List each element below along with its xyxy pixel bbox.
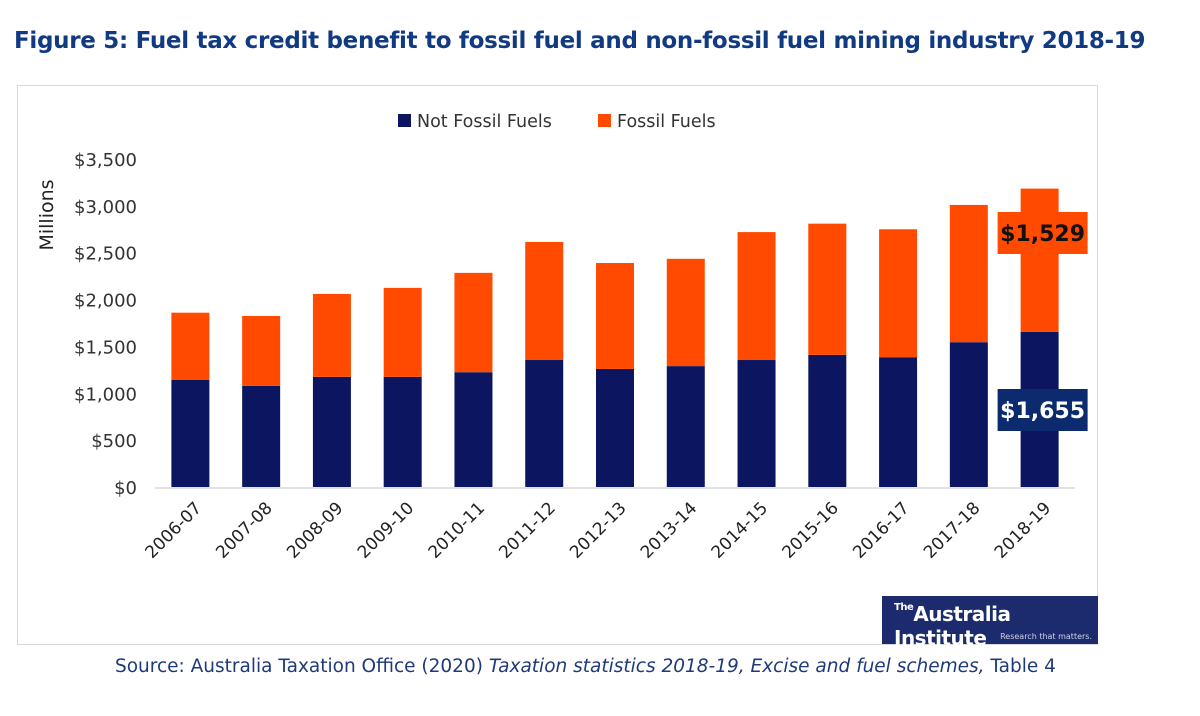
figure-title: Figure 5: Fuel tax credit benefit to fos… <box>14 28 1146 54</box>
y-tick-label: $3,500 <box>74 150 137 171</box>
australia-institute-logo: TheAustralia Institute Research that mat… <box>882 596 1098 650</box>
x-tick-label: 2013-14 <box>637 498 701 562</box>
chart-frame <box>17 85 1098 645</box>
source-suffix: Table 4 <box>984 656 1056 677</box>
data-label: $1,529 <box>1000 222 1085 247</box>
bar-not-fossil-2007-08 <box>242 385 281 487</box>
source-prefix: Source: Australia Taxation Office (2020) <box>115 656 489 677</box>
logo-name: Australia Institute <box>894 602 1011 650</box>
logo-tagline: Research that matters. <box>1000 632 1092 641</box>
source-title: Taxation statistics 2018-19, Excise and … <box>488 656 985 677</box>
legend-swatch <box>598 114 611 127</box>
x-tick-label: 2016-17 <box>849 498 913 562</box>
bar-not-fossil-2017-18 <box>949 342 988 487</box>
y-tick-label: $500 <box>91 431 137 452</box>
x-tick-label: 2017-18 <box>920 498 984 562</box>
x-tick-label: 2014-15 <box>708 498 772 562</box>
logo-the: The <box>894 602 914 613</box>
bar-not-fossil-2014-15 <box>737 360 776 487</box>
bar-fossil-2017-18 <box>949 204 988 343</box>
data-label: $1,655 <box>1000 399 1085 424</box>
bar-fossil-2014-15 <box>737 232 776 361</box>
legend-label: Not Fossil Fuels <box>417 112 552 132</box>
bar-fossil-2010-11 <box>454 272 493 373</box>
legend-label: Fossil Fuels <box>617 112 716 132</box>
x-tick-label: 2010-11 <box>425 498 489 562</box>
source-note: Source: Australia Taxation Office (2020)… <box>115 656 1056 677</box>
y-tick-label: $2,000 <box>74 291 137 312</box>
y-axis-label: Millions <box>36 179 58 250</box>
bar-fossil-2007-08 <box>242 315 281 386</box>
y-tick-label: $2,500 <box>74 244 137 265</box>
bar-fossil-2013-14 <box>666 258 705 367</box>
x-tick-label: 2011-12 <box>495 498 559 562</box>
y-tick-label: $0 <box>114 478 137 499</box>
bar-fossil-2008-09 <box>312 293 351 377</box>
bar-fossil-2018-19 <box>1020 188 1059 332</box>
x-tick-label: 2015-16 <box>778 498 842 562</box>
bar-fossil-2009-10 <box>383 287 422 377</box>
bar-not-fossil-2012-13 <box>596 368 634 487</box>
x-tick-label: 2012-13 <box>566 498 630 562</box>
bar-not-fossil-2008-09 <box>312 376 351 487</box>
bar-fossil-2012-13 <box>596 263 634 369</box>
bar-fossil-2015-16 <box>808 223 847 355</box>
y-tick-label: $1,000 <box>74 384 137 405</box>
x-tick-label: 2008-09 <box>283 498 347 562</box>
bar-fossil-2006-07 <box>171 312 210 380</box>
data-label-box <box>997 212 1088 254</box>
bar-fossil-2011-12 <box>525 241 564 361</box>
x-tick-label: 2009-10 <box>354 498 418 562</box>
y-tick-label: $1,500 <box>74 337 137 358</box>
bar-not-fossil-2010-11 <box>454 372 493 487</box>
bar-not-fossil-2011-12 <box>525 360 564 487</box>
x-tick-label: 2018-19 <box>991 498 1055 562</box>
bar-not-fossil-2016-17 <box>879 357 918 487</box>
x-tick-label: 2006-07 <box>142 498 206 562</box>
y-tick-label: $3,000 <box>74 197 137 218</box>
bar-fossil-2016-17 <box>879 229 918 358</box>
bar-not-fossil-2009-10 <box>383 376 422 487</box>
data-label-box <box>997 389 1088 431</box>
x-tick-label: 2007-08 <box>212 498 276 562</box>
legend-swatch <box>398 114 411 127</box>
bar-not-fossil-2015-16 <box>808 354 847 487</box>
bar-not-fossil-2013-14 <box>666 366 705 487</box>
bar-not-fossil-2006-07 <box>171 379 210 487</box>
